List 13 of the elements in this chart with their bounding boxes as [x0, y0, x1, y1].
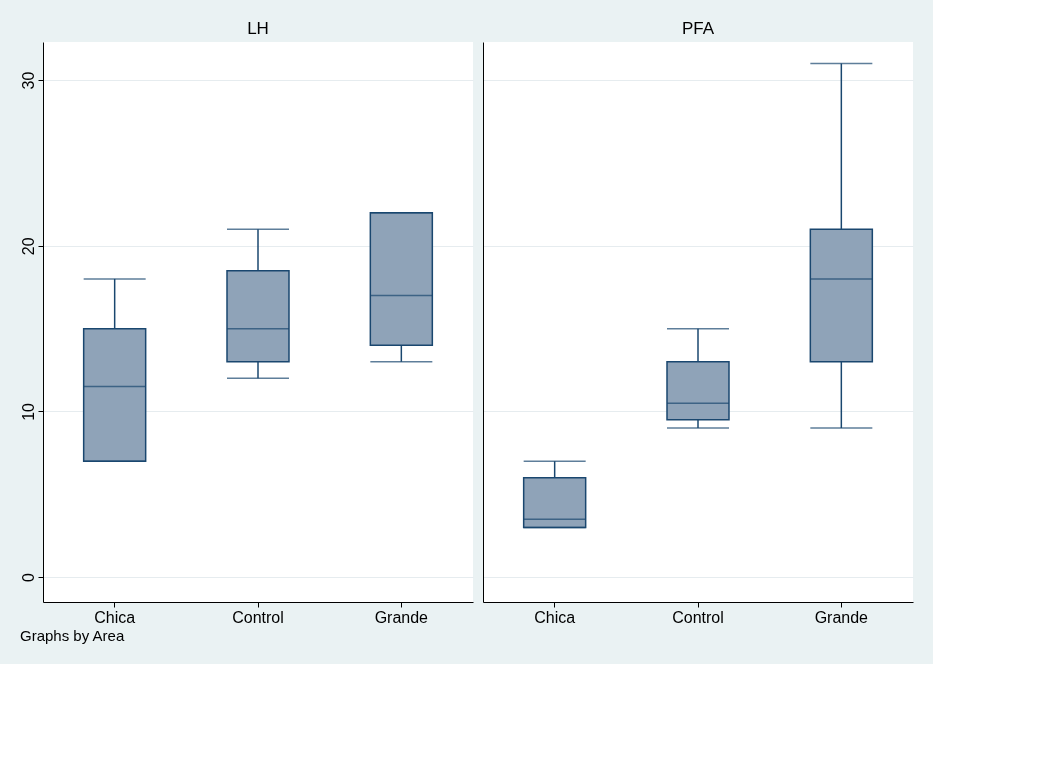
y-tick-label: 10	[19, 402, 37, 421]
y-tick-label: 30	[19, 71, 37, 90]
x-tick-label: Grande	[374, 608, 429, 626]
y-tick-label: 20	[19, 237, 37, 256]
x-tick-label: Grande	[814, 608, 869, 626]
chart-title: PFA	[681, 19, 715, 38]
x-tick-label: Chica	[534, 608, 576, 626]
text: Graphs by Area	[20, 627, 125, 644]
x-tick-label: Control	[672, 608, 724, 626]
x-tick-label: Chica	[94, 608, 136, 626]
y-tick-label: 0	[19, 573, 37, 583]
x-tick-label: Control	[232, 608, 284, 626]
chart-title: LH	[247, 19, 269, 38]
